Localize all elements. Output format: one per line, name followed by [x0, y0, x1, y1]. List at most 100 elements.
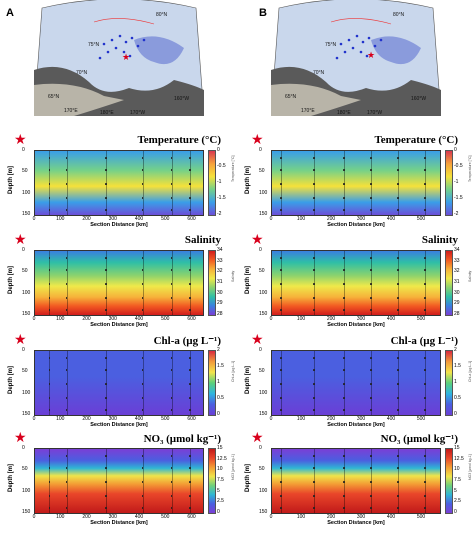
sample-point [48, 409, 51, 411]
colorbar-tick: 0 [454, 509, 457, 515]
y-tick: 150 [22, 210, 31, 217]
y-axis-label: Depth [m] [8, 266, 14, 294]
colorbar [445, 150, 453, 216]
sample-point [424, 257, 426, 259]
colorbar [445, 448, 453, 514]
x-tick: 600 [187, 316, 196, 322]
colorbar [445, 250, 453, 316]
x-tick: 200 [326, 514, 336, 520]
x-tick: 0 [269, 216, 273, 222]
x-tick: 100 [296, 514, 306, 520]
y-tick: 150 [22, 508, 31, 515]
section-plot [34, 448, 204, 514]
colorbar-label: NO3 [µmol kg-1] [468, 454, 472, 480]
colorbar-tick: 2.5 [217, 498, 224, 505]
sample-point [370, 383, 372, 385]
colorbar-tick: 5 [454, 487, 457, 494]
colorbar-tick: 0.5 [217, 395, 224, 401]
sample-point [280, 507, 282, 509]
sample-point [424, 495, 426, 497]
sample-point [141, 455, 144, 457]
y-tick: 50 [22, 168, 28, 175]
sample-point [105, 183, 107, 185]
row-title: Temperature (°C) [137, 134, 221, 146]
x-tick: 400 [134, 514, 144, 520]
row-title: Salinity [184, 234, 221, 246]
sample-point [170, 507, 173, 509]
sample-point [48, 455, 51, 457]
sample-point [189, 507, 191, 509]
x-axis-label: Section Distance [km] [327, 322, 385, 328]
star-icon: ★ [251, 429, 264, 445]
y-tick: 50 [22, 268, 28, 275]
sample-point [280, 183, 282, 185]
sample-point [280, 397, 282, 399]
x-axis-label: Section Distance [km] [327, 422, 385, 428]
sample-point [105, 269, 107, 271]
sample-point [343, 183, 345, 185]
panel-a: A ★ 80°N 75°N 70°N 65°N 170°E 180°E 170°… [0, 0, 237, 536]
colorbar-tick: 28 [217, 311, 223, 317]
colorbar-label: Salinity [468, 270, 472, 282]
sample-point [48, 257, 51, 259]
colorbar-tick: 33 [217, 257, 223, 264]
x-tick: 500 [161, 316, 170, 322]
panel-letter: B [259, 7, 267, 19]
svg-text:★: ★ [122, 53, 130, 63]
row-title: NO₃ (µmol kg⁻¹) [380, 433, 458, 445]
sample-point [370, 357, 372, 359]
sample-point [170, 467, 173, 469]
sample-point [105, 383, 107, 385]
y-tick: 0 [22, 247, 25, 253]
sample-point [280, 157, 282, 159]
sample-point [313, 309, 315, 311]
sample-point [65, 309, 68, 311]
x-tick: 200 [326, 316, 336, 322]
sample-point [397, 357, 399, 359]
y-axis-label: Depth [m] [8, 464, 14, 492]
sample-point [343, 357, 345, 359]
sample-point [343, 297, 345, 299]
sample-point [189, 455, 191, 457]
colorbar-tick: 15 [217, 445, 223, 451]
sample-point [189, 409, 191, 411]
y-tick: 100 [22, 189, 31, 196]
star-icon: ★ [251, 231, 264, 247]
sample-point [313, 209, 315, 211]
section-plot [271, 150, 441, 216]
sample-point [65, 397, 68, 399]
section-row-nitrate: ★ NO₃ (µmol kg⁻¹) 15 12.5 10 7.5 5 2.5 0 NO3 [… [237, 429, 474, 537]
sample-point [170, 409, 173, 411]
sample-point [141, 209, 144, 211]
y-axis-label: Depth [m] [8, 366, 14, 394]
sample-point [424, 157, 426, 159]
x-tick: 500 [416, 216, 426, 222]
colorbar-tick: -0.5 [217, 163, 226, 169]
y-axis-label: Depth [m] [245, 366, 251, 394]
x-tick: 200 [82, 416, 91, 422]
star-icon: ★ [251, 331, 264, 347]
colorbar-tick: 2.5 [454, 498, 461, 505]
sample-point [280, 209, 282, 211]
y-tick: 100 [22, 487, 31, 494]
colorbar-tick: 31 [217, 279, 223, 285]
sample-point [343, 157, 345, 159]
y-axis-label: Depth [m] [8, 166, 14, 194]
sample-point [189, 297, 191, 299]
sample-point [397, 183, 399, 185]
y-tick: 0 [259, 347, 262, 353]
colorbar-tick: 0 [217, 147, 220, 153]
sample-point [397, 455, 399, 457]
x-tick: 0 [269, 316, 273, 322]
x-tick: 100 [296, 216, 306, 222]
y-axis-label: Depth [m] [245, 166, 251, 194]
sample-point [105, 209, 107, 211]
colorbar-tick: 15 [454, 445, 460, 451]
sample-point [397, 197, 399, 199]
sample-point [313, 369, 315, 371]
star-icon: ★ [14, 331, 27, 347]
map-label: 170°W [130, 110, 145, 116]
sample-point [189, 481, 191, 483]
y-tick: 150 [22, 310, 31, 317]
y-tick: 0 [22, 347, 25, 353]
